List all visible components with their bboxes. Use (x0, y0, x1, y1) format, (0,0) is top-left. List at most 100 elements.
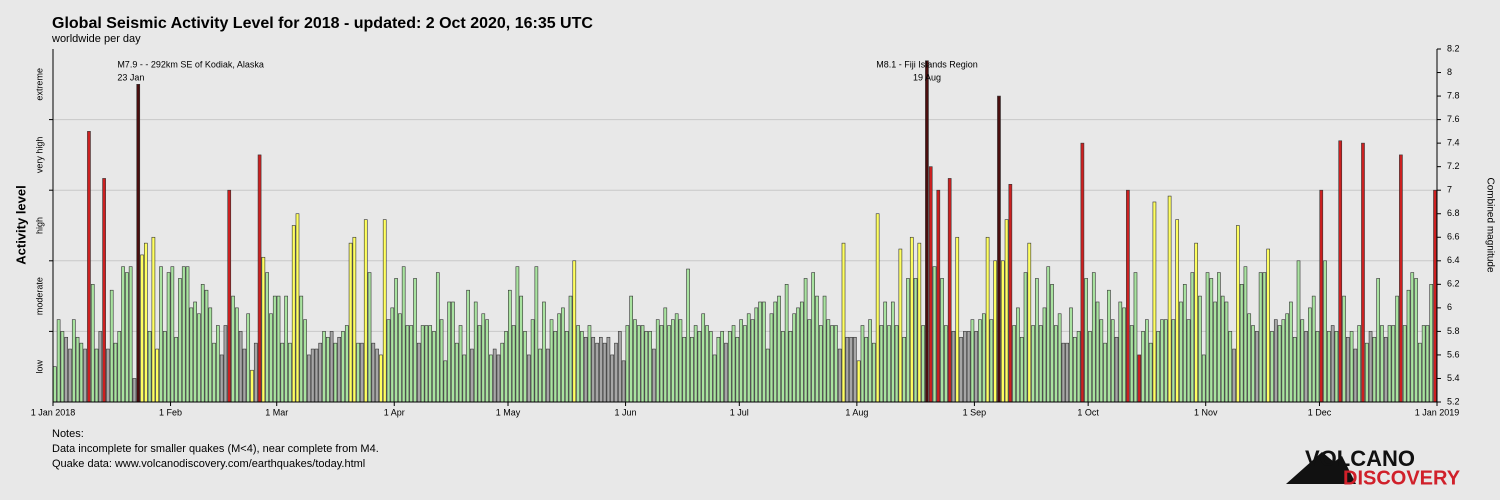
bar (1254, 331, 1259, 403)
bar (932, 266, 937, 403)
bar (568, 295, 573, 403)
bar (1429, 284, 1434, 403)
bar (253, 342, 258, 403)
y-tick-label: 8 (1447, 67, 1452, 77)
bar (511, 325, 516, 403)
bar (1433, 189, 1437, 403)
bar (52, 366, 57, 403)
level-label: high (34, 217, 44, 234)
bar (663, 307, 668, 403)
bar (193, 301, 197, 403)
logo: VOLCANO DISCOVERY (1286, 446, 1461, 489)
bar (1300, 319, 1305, 403)
bar (951, 331, 956, 403)
bar (56, 319, 61, 403)
bar (208, 307, 213, 403)
bar (1251, 325, 1255, 403)
bar (189, 307, 194, 403)
bar (117, 331, 122, 403)
bar (1220, 295, 1225, 403)
bar (1383, 336, 1388, 403)
bar (928, 166, 933, 403)
bar (1114, 336, 1119, 403)
bar (261, 256, 266, 403)
bar (1349, 331, 1354, 403)
bar (1376, 278, 1380, 403)
bar (580, 331, 584, 403)
bar (561, 307, 565, 403)
bar (109, 289, 114, 403)
logo-text: VOLCANO (1305, 446, 1415, 471)
bar (344, 325, 349, 403)
bar (473, 301, 478, 403)
bar (432, 331, 436, 403)
bar (272, 295, 277, 403)
bar (337, 336, 342, 403)
bar (140, 254, 144, 403)
bar (925, 60, 929, 403)
bar (796, 307, 800, 403)
annotation-date: 23 Jan (117, 72, 144, 82)
bar (678, 319, 683, 403)
bar (671, 319, 675, 403)
bar (1239, 284, 1244, 403)
bar (534, 266, 539, 403)
bar (219, 354, 224, 403)
bar (811, 272, 815, 403)
bar (697, 331, 702, 403)
bar (739, 319, 743, 403)
bar (530, 319, 535, 403)
bar (636, 325, 641, 403)
bar (1201, 354, 1206, 403)
bar (1372, 336, 1377, 403)
bar (231, 295, 235, 403)
bar (462, 354, 467, 403)
bar (1126, 189, 1130, 403)
bar (682, 336, 687, 403)
y-tick-label: 5.2 (1447, 396, 1460, 406)
bar (87, 131, 91, 403)
bar (898, 248, 903, 403)
bar (1046, 266, 1051, 403)
bar (788, 331, 793, 403)
level-label: moderate (34, 277, 44, 315)
bar (83, 348, 87, 403)
bar (295, 213, 300, 403)
chart-title: Global Seismic Activity Level for 2018 -… (52, 15, 593, 32)
bar (818, 325, 823, 403)
bar (1236, 225, 1240, 403)
bar (1425, 325, 1430, 403)
bar (1095, 301, 1100, 403)
bar (1061, 342, 1066, 403)
bar (1357, 325, 1362, 403)
bar (496, 354, 501, 403)
bar (1057, 313, 1062, 403)
bar (75, 336, 80, 403)
bar (1065, 342, 1070, 403)
bar (318, 342, 323, 403)
bar (439, 319, 444, 403)
level-label: very high (34, 137, 44, 174)
bar (363, 219, 368, 403)
bar (265, 272, 269, 403)
bar (595, 342, 599, 403)
bar (417, 342, 421, 403)
y-tick-label: 6.6 (1447, 232, 1460, 242)
bar (617, 331, 622, 403)
bar (1380, 325, 1384, 403)
x-tick-label: 1 Aug (845, 407, 868, 417)
y-tick-label: 5.8 (1447, 326, 1460, 336)
bar (841, 242, 846, 403)
bar (470, 348, 474, 403)
bar (485, 319, 489, 403)
bar (724, 342, 728, 403)
bar (1198, 295, 1202, 403)
bar (1000, 260, 1005, 403)
bar (155, 348, 160, 403)
bar (625, 325, 630, 403)
bar (731, 325, 736, 403)
bar (181, 266, 186, 403)
bar (1402, 325, 1407, 403)
bar (966, 331, 971, 403)
